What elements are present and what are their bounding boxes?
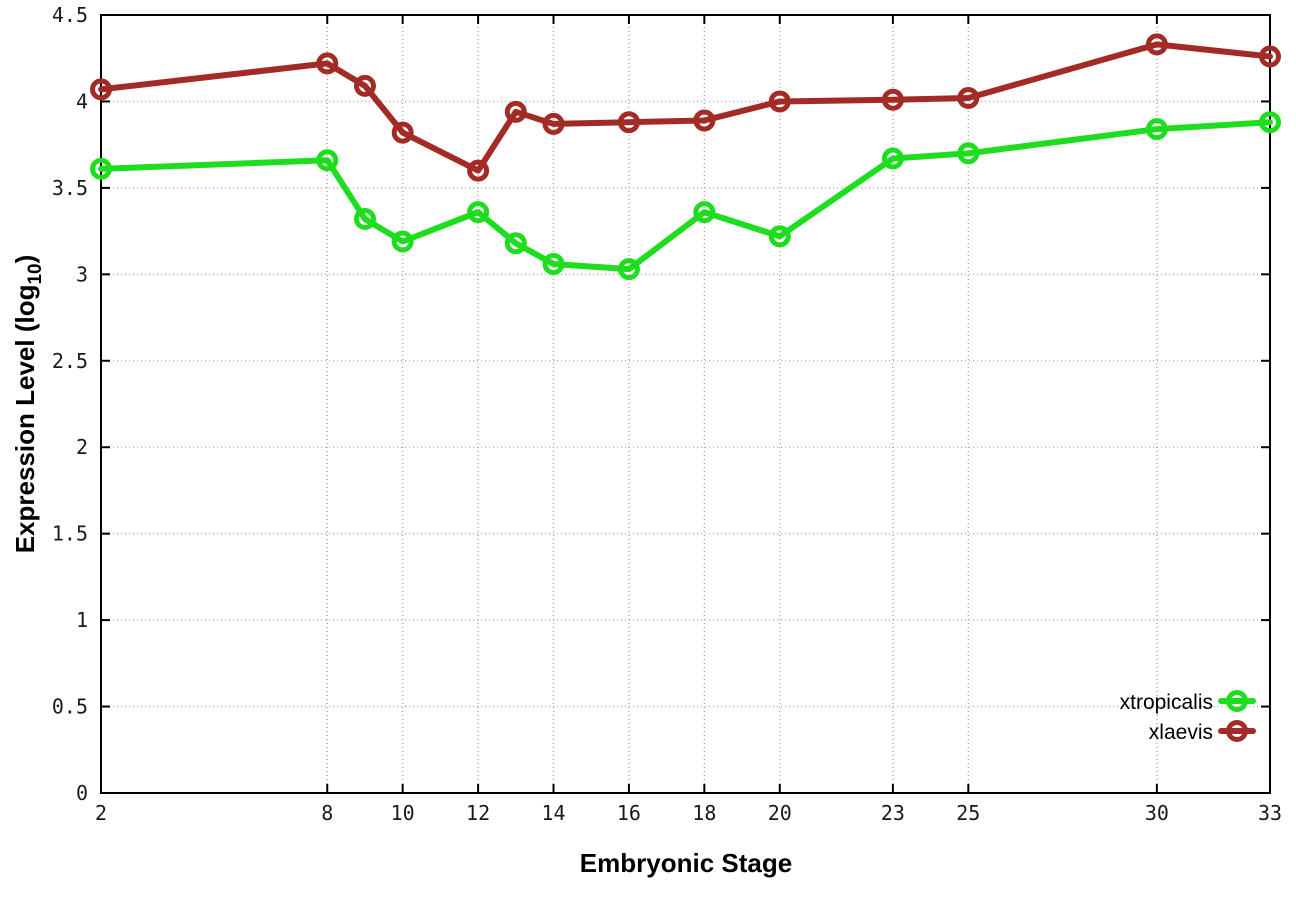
axis-layer: 2 8 10 12 14 16 18 20 23 25 30 33 0 0.5 1 1.5 2 2.5 3 3.5 4 4… (52, 3, 1282, 825)
data-point-xtropicalis (353, 208, 376, 231)
x-tick-label: 10 (391, 801, 415, 825)
x-tick-label: 25 (956, 801, 980, 825)
y-tick-label: 3.5 (52, 176, 88, 200)
data-point-xlaevis (881, 88, 904, 111)
x-tick-label: 8 (321, 801, 333, 825)
plot-border (100, 14, 1271, 794)
data-point-xtropicalis (391, 230, 414, 253)
data-point-xlaevis (957, 86, 980, 109)
y-axis-title-subscript: 10 (25, 263, 46, 284)
data-point-xlaevis (353, 74, 376, 97)
data-point-xtropicalis (1259, 111, 1281, 134)
series-line-xtropicalis (98, 119, 1273, 273)
series-layer (90, 33, 1281, 281)
y-tick-label: 0.5 (52, 695, 88, 719)
legend-point-xlaevis (1226, 720, 1248, 742)
x-tick-label: 2 (95, 801, 107, 825)
y-axis-title-text: Expression Level (log (10, 285, 40, 554)
x-tick-label: 33 (1258, 801, 1282, 825)
x-tick-label: 16 (617, 801, 641, 825)
y-tick-label: 0 (76, 781, 88, 805)
series-line-xlaevis (98, 41, 1273, 174)
y-axis-title: Expression Level (log10) (10, 255, 46, 554)
x-tick-label: 12 (466, 801, 490, 825)
y-tick-label: 4.5 (52, 3, 88, 27)
data-point-xtropicalis (957, 142, 980, 165)
x-tick-label: 20 (768, 801, 792, 825)
legend-point-xtropicalis (1226, 690, 1248, 712)
data-point-xtropicalis (617, 258, 640, 281)
legend-label-xlaevis: xlaevis (1149, 721, 1213, 744)
data-point-xlaevis (1259, 45, 1281, 68)
data-point-xlaevis (467, 159, 490, 182)
data-point-xtropicalis (693, 201, 716, 224)
y-tick-label: 4 (76, 89, 88, 113)
data-point-xtropicalis (768, 225, 791, 248)
data-point-xtropicalis (881, 147, 904, 170)
data-point-xtropicalis (467, 201, 490, 224)
y-tick-label: 2.5 (52, 349, 88, 373)
data-point-xlaevis (90, 78, 112, 101)
data-point-xtropicalis (504, 232, 527, 255)
legend-marker-samples (1218, 690, 1256, 742)
x-tick-label: 30 (1145, 801, 1169, 825)
y-axis-title-close: ) (10, 255, 40, 264)
grid-layer (100, 14, 1271, 794)
data-point-xtropicalis (1145, 118, 1168, 141)
y-tick-label: 2 (76, 435, 88, 459)
data-point-xlaevis (693, 109, 716, 132)
data-point-xlaevis (768, 90, 791, 113)
x-axis-title: Embryonic Stage (580, 848, 792, 878)
data-point-xlaevis (504, 100, 527, 123)
data-point-xlaevis (316, 52, 339, 75)
y-tick-label: 3 (76, 262, 88, 286)
y-tick-label: 1 (76, 608, 88, 632)
x-tick-label: 18 (692, 801, 716, 825)
y-tick-label: 1.5 (52, 522, 88, 546)
legend: xtropicalis xlaevis (1120, 690, 1256, 744)
data-point-xtropicalis (316, 149, 339, 172)
data-point-xlaevis (391, 121, 414, 144)
legend-label-xtropicalis: xtropicalis (1120, 691, 1213, 714)
data-point-xtropicalis (90, 157, 112, 180)
data-point-xlaevis (1145, 33, 1168, 56)
x-tick-label: 14 (541, 801, 565, 825)
data-point-xlaevis (542, 112, 565, 135)
x-tick-label: 23 (881, 801, 905, 825)
data-point-xlaevis (617, 111, 640, 134)
data-point-xtropicalis (542, 252, 565, 275)
